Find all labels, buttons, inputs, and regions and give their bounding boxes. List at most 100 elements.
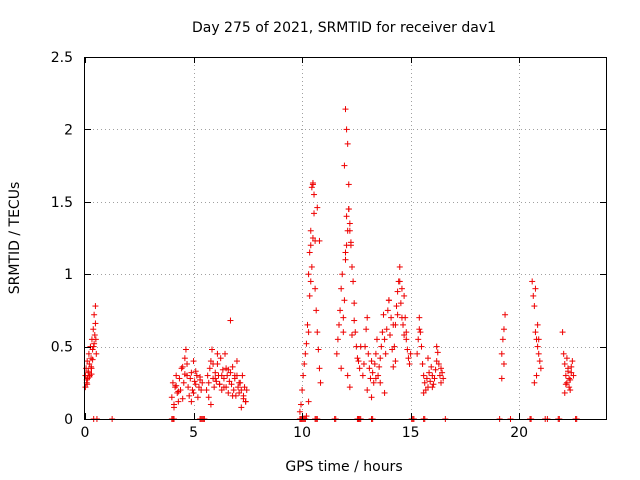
- data-point: [500, 326, 507, 333]
- data-point: [378, 343, 385, 350]
- x-tick-labels: 0 5 10 15 20: [81, 425, 529, 441]
- y-axis-label: SRMTID / TECUs: [7, 182, 23, 295]
- data-point: [346, 384, 353, 391]
- x-tick-label: 20: [510, 425, 528, 441]
- data-point: [338, 285, 345, 292]
- data-point: [316, 237, 323, 244]
- data-point: [181, 371, 188, 378]
- data-point: [382, 350, 389, 357]
- data-point: [534, 343, 541, 350]
- data-point: [431, 375, 438, 382]
- data-point: [309, 181, 316, 188]
- data-point: [173, 372, 180, 379]
- data-point: [537, 365, 544, 372]
- data-point: [405, 355, 412, 362]
- data-point: [242, 398, 249, 405]
- data-point: [355, 358, 362, 365]
- y-tick-label: 0.5: [51, 340, 73, 356]
- data-point: [171, 404, 178, 411]
- data-point: [424, 355, 431, 362]
- data-point: [88, 371, 95, 378]
- data-point: [420, 389, 427, 396]
- data-point: [391, 343, 398, 350]
- data-point: [423, 375, 430, 382]
- data-point: [392, 358, 399, 365]
- data-point: [360, 360, 367, 367]
- data-point: [368, 394, 375, 401]
- data-point: [415, 336, 422, 343]
- data-point: [173, 382, 180, 389]
- data-point: [218, 372, 225, 379]
- data-point: [197, 374, 204, 381]
- data-point: [340, 314, 347, 321]
- data-point: [91, 340, 98, 347]
- data-point: [235, 384, 242, 391]
- data-point: [502, 311, 509, 318]
- data-point: [216, 381, 223, 388]
- data-point: [366, 365, 373, 372]
- data-point: [368, 358, 375, 365]
- data-point: [396, 263, 403, 270]
- data-point: [567, 376, 574, 383]
- data-point: [345, 206, 352, 213]
- data-point: [92, 336, 99, 343]
- data-point: [185, 384, 192, 391]
- data-point: [179, 363, 186, 370]
- data-point: [530, 292, 537, 299]
- data-point: [238, 387, 245, 394]
- data-point: [175, 388, 182, 395]
- data-point: [239, 372, 246, 379]
- data-point: [229, 363, 236, 370]
- data-point: [227, 317, 234, 324]
- data-point: [225, 389, 232, 396]
- data-point: [192, 381, 199, 388]
- data-point: [176, 375, 183, 382]
- data-point: [85, 368, 92, 375]
- data-point: [217, 355, 224, 362]
- data-point: [567, 387, 574, 394]
- data-point: [300, 372, 307, 379]
- data-point: [403, 329, 410, 336]
- y-tick-label: 1.5: [51, 195, 73, 211]
- data-point: [180, 379, 187, 386]
- data-point: [207, 401, 214, 408]
- data-point: [359, 372, 366, 379]
- data-point: [341, 297, 348, 304]
- data-point: [562, 372, 569, 379]
- data-point: [407, 350, 414, 357]
- data-point: [414, 350, 421, 357]
- data-point: [369, 369, 376, 376]
- data-point: [203, 387, 210, 394]
- data-point: [224, 372, 231, 379]
- data-point: [367, 375, 374, 382]
- data-point: [435, 360, 442, 367]
- data-point: [531, 379, 538, 386]
- data-point: [240, 392, 247, 399]
- data-point: [372, 350, 379, 357]
- data-point: [340, 329, 347, 336]
- data-point: [305, 398, 312, 405]
- data-point: [403, 336, 410, 343]
- data-point: [380, 311, 387, 318]
- data-point: [335, 321, 342, 328]
- data-point: [345, 181, 352, 188]
- data-point: [233, 358, 240, 365]
- data-point: [438, 365, 445, 372]
- data-point: [206, 365, 213, 372]
- data-point: [194, 394, 201, 401]
- data-point: [396, 278, 403, 285]
- data-point: [314, 204, 321, 211]
- data-point: [417, 329, 424, 336]
- x-tick-label: 0: [81, 425, 90, 441]
- data-point: [344, 140, 351, 147]
- data-point: [168, 394, 175, 401]
- data-point: [535, 336, 542, 343]
- x-tick-label: 10: [293, 425, 311, 441]
- data-point: [205, 394, 212, 401]
- data-point: [384, 307, 391, 314]
- data-point: [363, 326, 370, 333]
- data-point: [307, 227, 314, 234]
- data-point: [434, 349, 441, 356]
- data-point: [333, 350, 340, 357]
- data-point: [381, 336, 388, 343]
